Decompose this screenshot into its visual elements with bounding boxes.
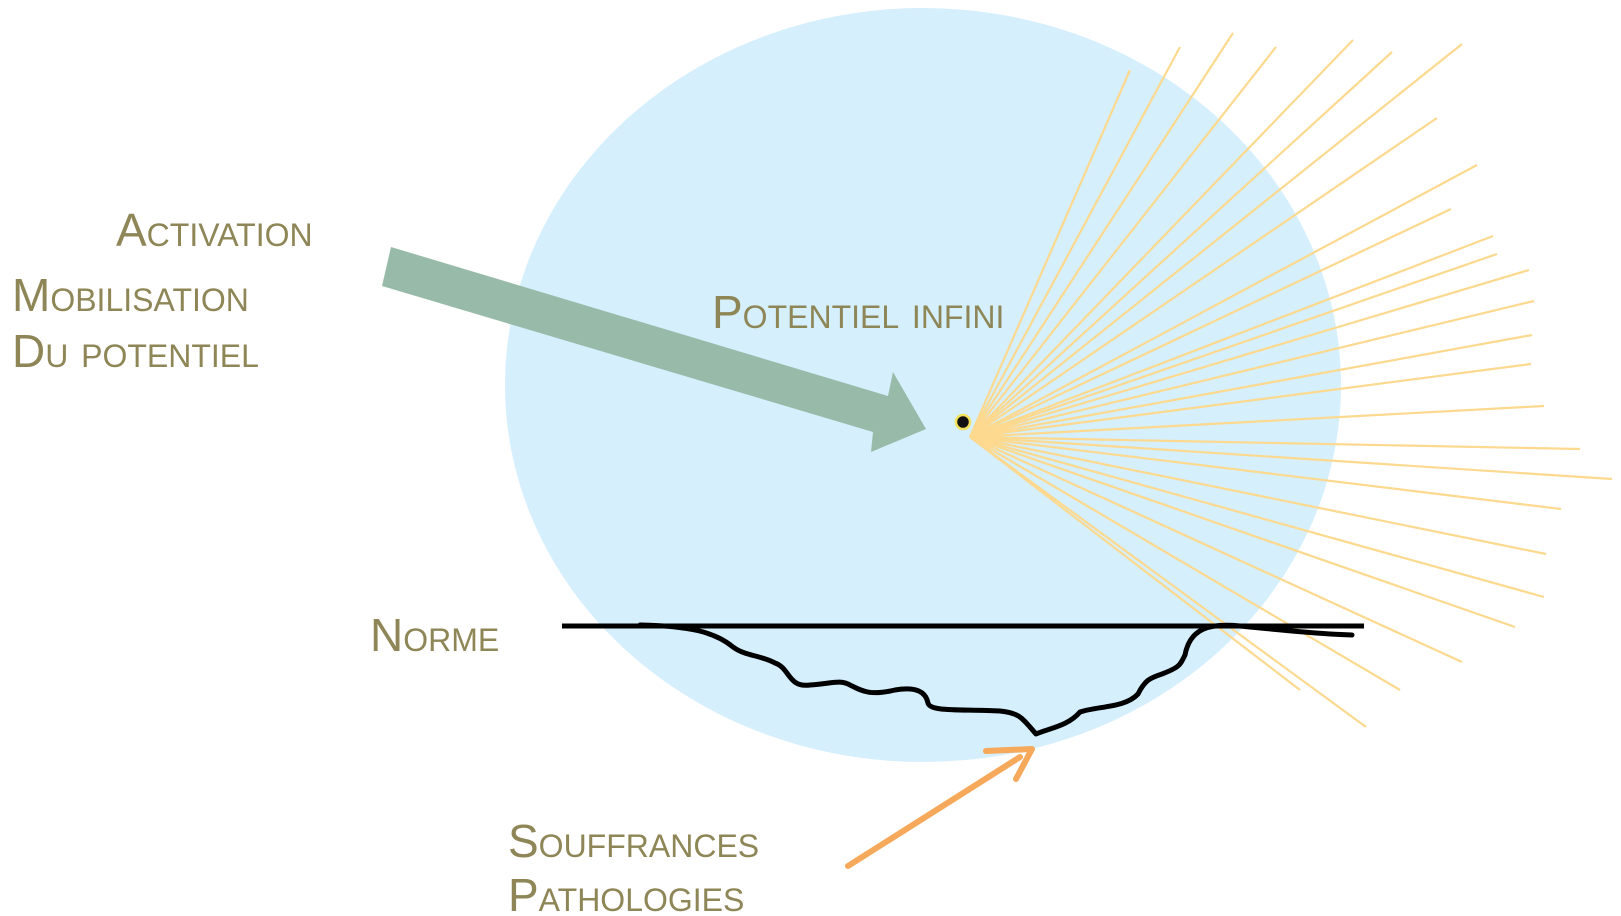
ray-7 <box>969 43 1463 438</box>
ray-15 <box>969 333 1533 439</box>
ray-11 <box>969 234 1494 439</box>
activation-arrow <box>382 247 926 452</box>
ray-5 <box>969 39 1354 438</box>
ray-19 <box>969 435 1613 481</box>
ray-18 <box>969 435 1581 451</box>
ray-26 <box>969 436 1367 728</box>
norme-label: Norme <box>370 609 500 661</box>
du-potentiel-label: Du potentiel <box>12 325 259 377</box>
ray-10 <box>969 208 1452 438</box>
ray-13 <box>969 268 1530 439</box>
ray-27 <box>969 436 1301 691</box>
ray-9 <box>969 164 1478 438</box>
ray-20 <box>969 435 1562 511</box>
ray-17 <box>969 404 1545 439</box>
souffrance-arrow-head <box>983 746 1035 782</box>
ray-2 <box>969 46 1181 438</box>
suffering-curve <box>637 622 1355 737</box>
ray-12 <box>969 252 1498 439</box>
ray-6 <box>969 51 1393 438</box>
ray-16 <box>969 362 1532 439</box>
ray-14 <box>969 299 1535 439</box>
ray-3 <box>969 32 1234 438</box>
ray-23 <box>969 435 1516 629</box>
ray-4 <box>969 46 1277 438</box>
ray-24 <box>969 435 1463 664</box>
ray-8 <box>969 117 1438 438</box>
ray-25 <box>969 436 1401 691</box>
ray-22 <box>969 435 1545 599</box>
mobilisation-label: Mobilisation <box>12 269 249 321</box>
souffrance-arrow-shaft <box>845 754 1023 869</box>
ray-21 <box>969 435 1547 556</box>
activation-label: Activation <box>116 204 313 256</box>
souffrances-label: Souffrances <box>508 815 760 867</box>
potentiel-infini-label: Potentiel infini <box>712 286 1005 338</box>
ray-1 <box>968 69 1132 438</box>
pathologies-label: Pathologies <box>508 869 745 916</box>
radiating-rays <box>968 32 1613 728</box>
center-point <box>954 413 972 431</box>
potential-circle <box>505 8 1341 762</box>
